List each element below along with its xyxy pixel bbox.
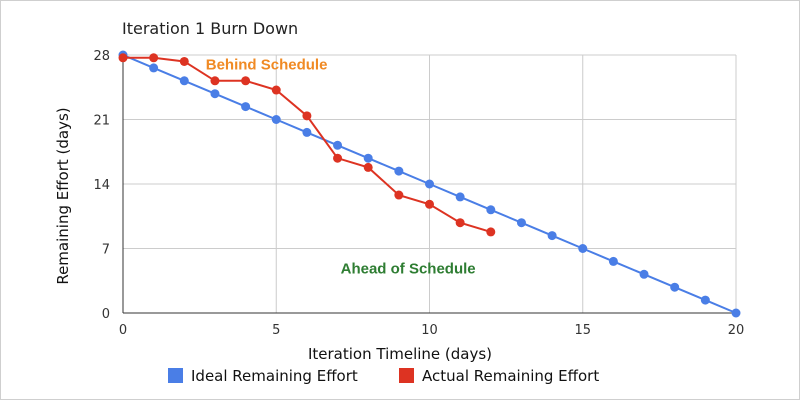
data-point-actual — [118, 53, 128, 63]
data-point-ideal — [608, 256, 618, 266]
data-point-ideal — [700, 295, 710, 305]
legend-item-actual: Actual Remaining Effort — [399, 367, 599, 385]
data-point-actual — [486, 227, 496, 237]
legend-swatch-actual — [399, 368, 414, 383]
y-tick-label: 0 — [102, 307, 110, 322]
x-axis-label: Iteration Timeline (days) — [308, 345, 492, 363]
data-point-ideal — [639, 269, 649, 279]
data-point-actual — [363, 162, 373, 172]
data-point-ideal — [271, 115, 281, 124]
data-point-actual — [179, 56, 189, 66]
data-point-actual — [455, 218, 465, 228]
data-point-ideal — [670, 282, 680, 292]
data-point-ideal — [425, 179, 434, 189]
series-actual — [118, 53, 496, 237]
data-point-ideal — [455, 192, 465, 202]
legend-label-actual: Actual Remaining Effort — [422, 367, 599, 385]
data-point-ideal — [179, 76, 189, 86]
data-point-ideal — [241, 102, 251, 112]
data-point-ideal — [731, 308, 741, 318]
data-point-ideal — [363, 153, 373, 163]
series-layer — [118, 50, 741, 318]
data-point-actual — [333, 153, 343, 163]
data-point-ideal — [302, 127, 312, 137]
data-point-actual — [425, 199, 434, 209]
data-point-actual — [271, 85, 281, 95]
data-point-ideal — [486, 205, 496, 215]
chart-title: Iteration 1 Burn Down — [122, 19, 298, 38]
annotation-ahead-of-schedule: Ahead of Schedule — [341, 260, 476, 277]
y-tick-label: 21 — [93, 114, 110, 129]
data-point-actual — [302, 111, 312, 121]
data-point-ideal — [149, 63, 159, 73]
data-point-ideal — [394, 166, 404, 176]
x-tick-label: 5 — [272, 323, 280, 338]
data-point-actual — [149, 53, 159, 63]
legend-label-ideal: Ideal Remaining Effort — [191, 367, 358, 385]
x-tick-label: 0 — [119, 323, 127, 338]
axes: 0 7 14 21 28 0 5 10 15 20 — [93, 49, 744, 338]
legend-item-ideal: Ideal Remaining Effort — [168, 367, 358, 385]
data-point-ideal — [516, 218, 526, 228]
data-point-ideal — [578, 244, 588, 253]
x-tick-label: 15 — [574, 323, 591, 338]
y-tick-label: 28 — [93, 49, 110, 64]
x-tick-label: 10 — [421, 323, 438, 338]
data-point-actual — [241, 76, 251, 86]
legend-swatch-ideal — [168, 368, 183, 383]
legend: Ideal Remaining Effort Actual Remaining … — [168, 367, 599, 385]
data-point-ideal — [210, 89, 220, 99]
data-point-ideal — [547, 231, 557, 241]
data-point-actual — [210, 76, 220, 86]
data-point-ideal — [333, 140, 343, 150]
y-axis-label: Remaining Effort (days) — [54, 107, 72, 284]
annotation-behind-schedule: Behind Schedule — [206, 57, 328, 74]
series-ideal — [118, 50, 741, 318]
x-tick-label: 20 — [728, 323, 745, 338]
y-tick-label: 14 — [93, 178, 110, 193]
y-tick-label: 7 — [102, 243, 110, 258]
data-point-actual — [394, 190, 404, 200]
